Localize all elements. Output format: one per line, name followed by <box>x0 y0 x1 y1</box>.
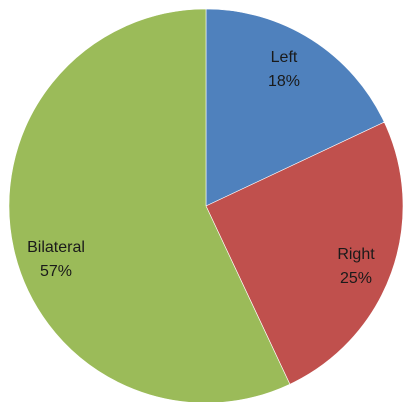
slice-label-right-value: 25% <box>340 270 372 287</box>
pie-labels: Left 18% Right 25% Bilateral 57% <box>27 49 375 287</box>
slice-label-right-name: Right <box>337 246 375 263</box>
pie-slice-bilateral <box>8 8 291 402</box>
slice-label-left-value: 18% <box>268 73 300 90</box>
pie-slices <box>8 8 403 402</box>
slice-label-bilateral-value: 57% <box>40 263 72 280</box>
slice-label-bilateral-name: Bilateral <box>27 239 85 256</box>
pie-slice-left <box>205 8 385 207</box>
pie-slice-right <box>205 121 403 385</box>
slice-label-left-name: Left <box>271 49 298 66</box>
